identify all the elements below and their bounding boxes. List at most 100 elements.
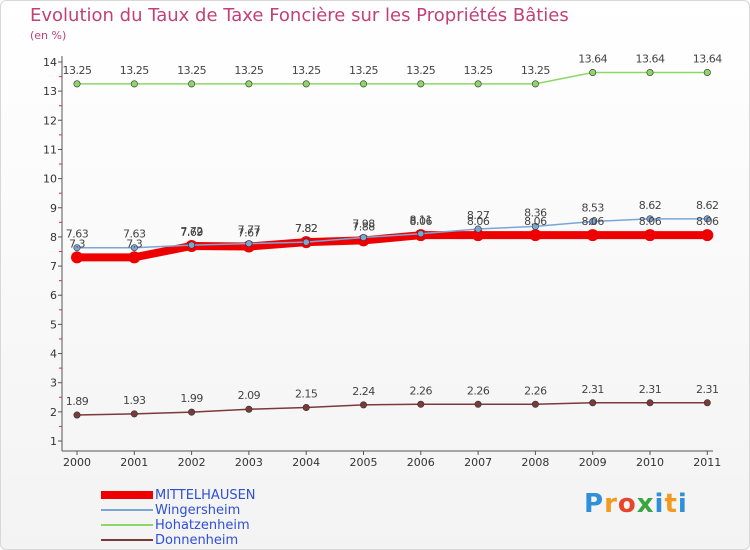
data-point-donnenheim-2007 (474, 400, 482, 408)
data-point-donnenheim-2006 (417, 400, 425, 408)
data-point-mittelhausen-2001 (128, 251, 141, 264)
x-tick-label-2003: 2003 (235, 456, 263, 469)
data-point-mittelhausen-2009 (586, 229, 599, 242)
data-label-donnenheim-2009: 2.31 (581, 383, 604, 396)
x-tick-label-2010: 2010 (636, 456, 664, 469)
legend-label-mittelhausen: MITTELHAUSEN (155, 487, 256, 503)
y-tick-label-8: 8 (50, 231, 57, 244)
y-tick-label-14: 14 (43, 56, 57, 69)
data-label-wingersheim-2010: 8.62 (639, 199, 662, 212)
data-point-hohatzenheim-2007 (474, 80, 482, 88)
data-point-hohatzenheim-2009 (589, 68, 597, 76)
data-label-wingersheim-2005: 7.98 (352, 218, 375, 231)
data-label-hohatzenheim-2011: 13.64 (693, 52, 722, 65)
logo-letter: i (677, 489, 688, 519)
data-point-donnenheim-2004 (302, 403, 310, 411)
data-label-hohatzenheim-2008: 13.25 (521, 64, 550, 77)
series-line-hohatzenheim (76, 71, 709, 85)
data-label-mittelhausen-2006: 8.06 (410, 215, 433, 228)
data-point-hohatzenheim-2008 (531, 80, 539, 88)
data-point-hohatzenheim-2002 (188, 80, 196, 88)
data-label-mittelhausen-2011: 8.06 (696, 215, 719, 228)
data-point-wingersheim-2004 (302, 238, 310, 246)
data-point-mittelhausen-2008 (529, 229, 542, 242)
data-point-wingersheim-2002 (188, 241, 196, 249)
data-label-mittelhausen-2005: 7.88 (352, 220, 375, 233)
data-point-mittelhausen-2000 (71, 251, 83, 264)
x-tick-label-2002: 2002 (178, 456, 206, 469)
data-label-hohatzenheim-2004: 13.25 (292, 64, 321, 77)
logo-letter: P (584, 489, 605, 519)
data-label-mittelhausen-2010: 8.06 (639, 215, 662, 228)
data-label-wingersheim-2008: 8.36 (524, 206, 547, 219)
data-label-hohatzenheim-2009: 13.64 (578, 52, 607, 65)
data-label-wingersheim-2001: 7.63 (123, 228, 146, 241)
data-point-wingersheim-2006 (417, 230, 425, 238)
data-label-donnenheim-2008: 2.26 (524, 384, 547, 397)
data-point-wingersheim-2009 (589, 217, 597, 225)
y-tick-label-13: 13 (43, 85, 57, 98)
data-label-mittelhausen-2004: 7.82 (295, 222, 318, 235)
data-label-donnenheim-2005: 2.24 (352, 385, 375, 398)
proxiti-logo: Proxiti (584, 489, 688, 519)
data-label-donnenheim-2004: 2.15 (295, 387, 318, 400)
y-tick-label-11: 11 (43, 143, 57, 156)
data-point-donnenheim-2008 (531, 400, 539, 408)
data-point-wingersheim-2000 (73, 244, 81, 252)
logo-letter: x (636, 489, 655, 519)
data-label-donnenheim-2011: 2.31 (696, 383, 719, 396)
data-label-mittelhausen-2000: 7.3 (69, 237, 85, 250)
legend-swatch-mittelhausen (101, 491, 153, 499)
x-tick-label-2001: 2001 (120, 456, 148, 469)
data-label-hohatzenheim-2003: 13.25 (234, 64, 263, 77)
data-point-hohatzenheim-2006 (417, 80, 425, 88)
data-point-mittelhausen-2007 (472, 229, 485, 242)
data-point-donnenheim-2009 (589, 399, 597, 407)
data-label-hohatzenheim-2010: 13.64 (636, 52, 665, 65)
data-label-hohatzenheim-2000: 13.25 (63, 64, 92, 77)
y-tick-label-7: 7 (50, 260, 57, 273)
data-point-mittelhausen-2010 (644, 229, 656, 242)
data-label-donnenheim-2001: 1.93 (123, 394, 146, 407)
x-tick-label-2011: 2011 (693, 456, 721, 469)
y-tick-label-5: 5 (50, 318, 57, 331)
data-point-hohatzenheim-2001 (130, 80, 138, 88)
data-label-wingersheim-2004: 7.82 (295, 222, 318, 235)
x-tick-label-2007: 2007 (464, 456, 492, 469)
y-tick-label-10: 10 (43, 173, 57, 186)
legend-label-hohatzenheim: Hohatzenheim (155, 517, 250, 533)
legend-swatch-wingersheim (101, 509, 153, 511)
y-tick-label-2: 2 (50, 406, 57, 419)
data-point-hohatzenheim-2011 (703, 68, 711, 76)
data-label-donnenheim-2010: 2.31 (639, 383, 662, 396)
x-tick-label-2006: 2006 (407, 456, 435, 469)
data-label-donnenheim-2000: 1.89 (66, 395, 89, 408)
data-point-hohatzenheim-2000 (73, 80, 81, 88)
series-line-mittelhausen (73, 231, 712, 262)
data-label-hohatzenheim-2007: 13.25 (464, 64, 493, 77)
legend-swatch-donnenheim (101, 539, 153, 541)
data-label-wingersheim-2002: 7.72 (180, 225, 203, 238)
data-label-donnenheim-2007: 2.26 (467, 384, 490, 397)
legend-label-wingersheim: Wingersheim (155, 502, 241, 518)
data-label-hohatzenheim-2006: 13.25 (406, 64, 435, 77)
data-label-mittelhausen-2009: 8.06 (581, 215, 604, 228)
data-label-hohatzenheim-2001: 13.25 (120, 64, 149, 77)
data-point-donnenheim-2010 (646, 399, 654, 407)
data-label-donnenheim-2003: 2.09 (238, 389, 261, 402)
data-point-wingersheim-2005 (359, 234, 367, 242)
data-point-donnenheim-2002 (188, 408, 196, 416)
data-label-wingersheim-2000: 7.63 (66, 228, 89, 241)
data-point-wingersheim-2011 (703, 215, 711, 223)
data-label-mittelhausen-2008: 8.06 (524, 215, 547, 228)
legend-item-hohatzenheim: Hohatzenheim (101, 517, 250, 533)
legend-item-donnenheim: Donnenheim (101, 533, 238, 548)
data-label-mittelhausen-2001: 7.3 (126, 237, 142, 250)
data-label-wingersheim-2006: 8.11 (410, 214, 433, 227)
data-label-wingersheim-2009: 8.53 (581, 201, 604, 214)
data-point-mittelhausen-2011 (701, 229, 714, 242)
y-tick-label-9: 9 (50, 202, 57, 215)
data-point-hohatzenheim-2010 (646, 68, 654, 76)
data-label-wingersheim-2007: 8.27 (467, 209, 490, 222)
